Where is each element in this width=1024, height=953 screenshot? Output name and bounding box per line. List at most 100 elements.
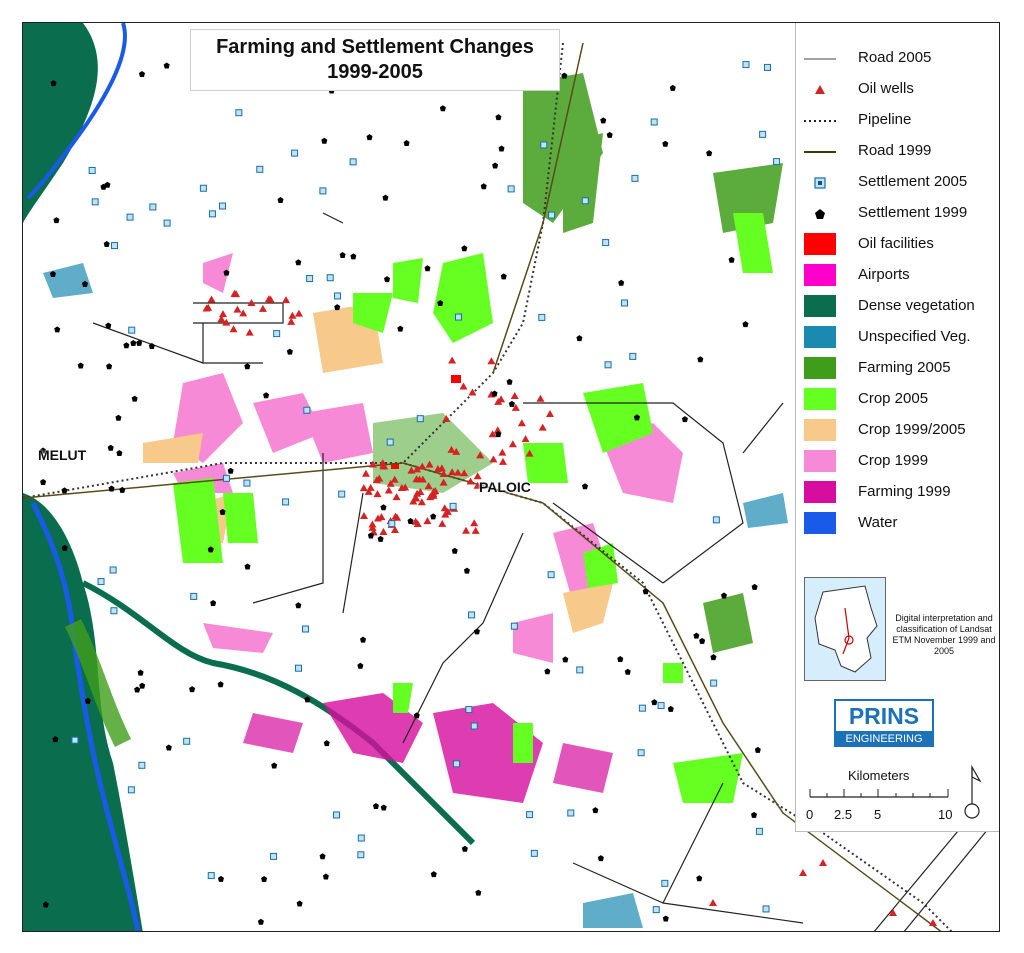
map-title-line2: 1999-2005 [327, 61, 423, 83]
legend-label: Road 1999 [858, 142, 932, 159]
settlement-1999-marker [397, 325, 404, 332]
settlement-1999-marker [136, 339, 143, 346]
settlement-2005-marker [319, 187, 327, 195]
scale-bar-label: Kilometers [848, 768, 910, 783]
oil-well-marker [364, 487, 373, 495]
logo-subtitle: ENGINEERING [834, 731, 934, 747]
settlement-1999-marker [592, 807, 599, 814]
legend-swatch [804, 450, 836, 472]
oil-well-marker [709, 899, 717, 906]
oil-well-marker [440, 504, 449, 512]
settlement-2005-marker [326, 274, 334, 282]
settlement-2005-marker [126, 213, 134, 221]
settlement-1999-marker [380, 504, 387, 511]
oil-well-marker [423, 517, 432, 525]
oil-well-marker [409, 497, 418, 505]
oil-well-marker [397, 484, 406, 492]
settlement-1999-marker [40, 447, 47, 454]
settlement-1999-marker [662, 915, 669, 922]
dotted-line-icon [804, 120, 836, 122]
settlement-1999-marker [137, 669, 144, 676]
settlement-2005-marker [109, 566, 117, 574]
settlement-1999-marker [138, 70, 145, 77]
settlement-1999-marker [244, 363, 251, 370]
legend-item-settlement-2005: Settlement 2005 [796, 169, 999, 197]
oil-well-marker [288, 311, 297, 319]
crop-2005-areas [173, 213, 773, 803]
settlement-2005-marker [576, 666, 584, 674]
settlement-2005-marker [208, 210, 216, 218]
line-road2005-icon [804, 58, 836, 60]
settlement-2005-marker [510, 622, 518, 630]
settlement-1999-marker [367, 532, 374, 539]
oil-well-marker [473, 481, 482, 489]
settlement-1999-marker [437, 299, 444, 306]
settlement-2005-marker [357, 851, 365, 859]
settlement-1999-marker [217, 681, 224, 688]
map-frame: Farming and Settlement Changes 1999-2005… [22, 22, 1000, 932]
settlement-1999-marker [742, 321, 749, 328]
legend-item-water: Water [796, 510, 999, 538]
settlement-1999-marker [53, 217, 60, 224]
settlement-1999-marker [61, 487, 68, 494]
settlement-1999-marker [506, 378, 513, 385]
settlement-1999-marker [277, 197, 284, 204]
settlement-2005-marker [449, 502, 457, 510]
oil-well-marker [433, 465, 442, 473]
legend-item-oil-wells: Oil wells [796, 76, 999, 104]
settlement-1999-marker [667, 705, 674, 712]
legend-label: Crop 1999/2005 [858, 421, 966, 438]
sudan-outline-icon [814, 585, 878, 673]
settlement-1999-marker [119, 486, 126, 493]
settlement-1999-marker [597, 855, 604, 862]
settlement-2005-marker [332, 811, 340, 819]
farming-1999-areas [243, 693, 613, 803]
settlement-2005-marker [763, 63, 771, 71]
settlement-2005-marker [540, 141, 548, 149]
oil-well-marker [425, 460, 434, 468]
settlement-1999-marker [77, 362, 84, 369]
oil-well-marker [217, 315, 226, 323]
oil-facilities [391, 375, 461, 469]
settlement-1999-marker [296, 900, 303, 907]
scale-tick-5: 5 [874, 807, 882, 822]
oil-well-marker [202, 304, 211, 312]
settlement-2005-marker [538, 313, 546, 321]
oil-well-marker [373, 490, 382, 498]
settlement-1999-marker [134, 686, 141, 693]
oil-well-marker [294, 309, 303, 317]
settlement-1999-marker [210, 600, 217, 607]
settlement-2005-marker [657, 702, 665, 710]
settlement-2005-marker [547, 571, 555, 579]
settlement-1999-marker [624, 668, 631, 675]
oil-well-marker [219, 310, 228, 318]
settlement-2005-marker [306, 275, 314, 283]
settlement-1999-marker [463, 567, 470, 574]
settlement-1999-marker [304, 696, 311, 703]
oil-well-marker [536, 394, 545, 402]
settlement-1999-marker [360, 636, 367, 643]
settlement-2005-marker [759, 130, 767, 138]
settlement-2005-marker [302, 625, 310, 633]
oil-well-marker [368, 460, 377, 468]
settlement-2005-marker [183, 737, 191, 745]
settlement-2005-marker [303, 406, 311, 414]
oil-well-marker [453, 468, 462, 476]
settlement-1999-marker [430, 871, 437, 878]
pipeline [23, 462, 953, 931]
settlement-1999-marker [319, 853, 326, 860]
settlement-1999-marker [642, 588, 649, 595]
legend-swatch [804, 233, 836, 255]
settlement-1999-marker [544, 668, 551, 675]
settlement-1999-marker [286, 348, 293, 355]
legend-label: Road 2005 [858, 49, 932, 66]
oil-well-marker [287, 317, 296, 325]
settlement-1999-marker [699, 637, 706, 644]
settlement-2005-marker [256, 165, 264, 173]
settlement-2005-marker [604, 361, 612, 369]
legend-swatch [804, 481, 836, 503]
legend-label: Farming 1999 [858, 483, 951, 500]
settlement-1999-marker [116, 449, 123, 456]
settlement-1999-marker [606, 131, 613, 138]
settlement-2005-marker [530, 849, 538, 857]
